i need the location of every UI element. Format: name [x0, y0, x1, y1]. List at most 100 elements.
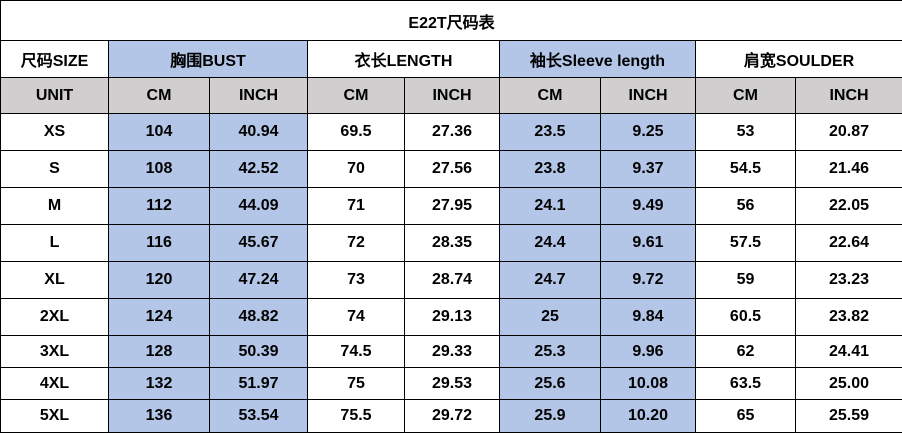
value-cell: 120 — [109, 262, 210, 299]
value-cell: 75.5 — [308, 400, 405, 433]
value-cell: 57.5 — [696, 225, 796, 262]
size-cell: 5XL — [1, 400, 109, 433]
title-row: E22T尺码表 — [1, 1, 902, 41]
value-cell: 25.6 — [500, 368, 601, 400]
value-cell: 28.74 — [405, 262, 500, 299]
value-cell: 56 — [696, 188, 796, 225]
value-cell: 42.52 — [210, 151, 308, 188]
value-cell: 29.53 — [405, 368, 500, 400]
value-cell: 25.00 — [796, 368, 902, 400]
unit-cell: CM — [308, 78, 405, 114]
value-cell: 9.84 — [601, 299, 696, 336]
size-cell: L — [1, 225, 109, 262]
value-cell: 27.95 — [405, 188, 500, 225]
value-cell: 23.23 — [796, 262, 902, 299]
header-cell: 胸围BUST — [109, 41, 308, 78]
size-cell: S — [1, 151, 109, 188]
unit-cell: CM — [109, 78, 210, 114]
value-cell: 23.5 — [500, 114, 601, 151]
value-cell: 53.54 — [210, 400, 308, 433]
value-cell: 50.39 — [210, 336, 308, 368]
value-cell: 74 — [308, 299, 405, 336]
value-cell: 63.5 — [696, 368, 796, 400]
value-cell: 24.7 — [500, 262, 601, 299]
value-cell: 53 — [696, 114, 796, 151]
value-cell: 62 — [696, 336, 796, 368]
value-cell: 25.59 — [796, 400, 902, 433]
value-cell: 27.36 — [405, 114, 500, 151]
value-cell: 9.49 — [601, 188, 696, 225]
value-cell: 25 — [500, 299, 601, 336]
value-cell: 29.72 — [405, 400, 500, 433]
value-cell: 72 — [308, 225, 405, 262]
unit-cell: INCH — [405, 78, 500, 114]
value-cell: 116 — [109, 225, 210, 262]
unit-cell: INCH — [601, 78, 696, 114]
size-cell: M — [1, 188, 109, 225]
value-cell: 104 — [109, 114, 210, 151]
value-cell: 65 — [696, 400, 796, 433]
unit-cell: UNIT — [1, 78, 109, 114]
size-cell: XS — [1, 114, 109, 151]
value-cell: 10.08 — [601, 368, 696, 400]
value-cell: 27.56 — [405, 151, 500, 188]
value-cell: 9.72 — [601, 262, 696, 299]
value-cell: 23.8 — [500, 151, 601, 188]
value-cell: 24.41 — [796, 336, 902, 368]
value-cell: 28.35 — [405, 225, 500, 262]
value-cell: 24.4 — [500, 225, 601, 262]
header-cell: 肩宽SOULDER — [696, 41, 902, 78]
value-cell: 75 — [308, 368, 405, 400]
value-cell: 48.82 — [210, 299, 308, 336]
value-cell: 59 — [696, 262, 796, 299]
size-cell: XL — [1, 262, 109, 299]
unit-cell: INCH — [796, 78, 902, 114]
value-cell: 108 — [109, 151, 210, 188]
value-cell: 51.97 — [210, 368, 308, 400]
value-cell: 40.94 — [210, 114, 308, 151]
value-cell: 73 — [308, 262, 405, 299]
table-title: E22T尺码表 — [1, 1, 902, 41]
value-cell: 24.1 — [500, 188, 601, 225]
value-cell: 74.5 — [308, 336, 405, 368]
value-cell: 54.5 — [696, 151, 796, 188]
value-cell: 71 — [308, 188, 405, 225]
value-cell: 60.5 — [696, 299, 796, 336]
size-cell: 3XL — [1, 336, 109, 368]
value-cell: 70 — [308, 151, 405, 188]
value-cell: 132 — [109, 368, 210, 400]
unit-cell: INCH — [210, 78, 308, 114]
value-cell: 23.82 — [796, 299, 902, 336]
value-cell: 45.67 — [210, 225, 308, 262]
value-cell: 124 — [109, 299, 210, 336]
unit-cell: CM — [500, 78, 601, 114]
value-cell: 9.96 — [601, 336, 696, 368]
value-cell: 22.64 — [796, 225, 902, 262]
size-cell: 2XL — [1, 299, 109, 336]
value-cell: 47.24 — [210, 262, 308, 299]
header-cell: 袖长Sleeve length — [500, 41, 696, 78]
value-cell: 128 — [109, 336, 210, 368]
value-cell: 9.25 — [601, 114, 696, 151]
value-cell: 112 — [109, 188, 210, 225]
header-cell: 尺码SIZE — [1, 41, 109, 78]
value-cell: 29.33 — [405, 336, 500, 368]
value-cell: 25.3 — [500, 336, 601, 368]
value-cell: 9.61 — [601, 225, 696, 262]
value-cell: 29.13 — [405, 299, 500, 336]
value-cell: 44.09 — [210, 188, 308, 225]
header-cell: 衣长LENGTH — [308, 41, 500, 78]
value-cell: 69.5 — [308, 114, 405, 151]
